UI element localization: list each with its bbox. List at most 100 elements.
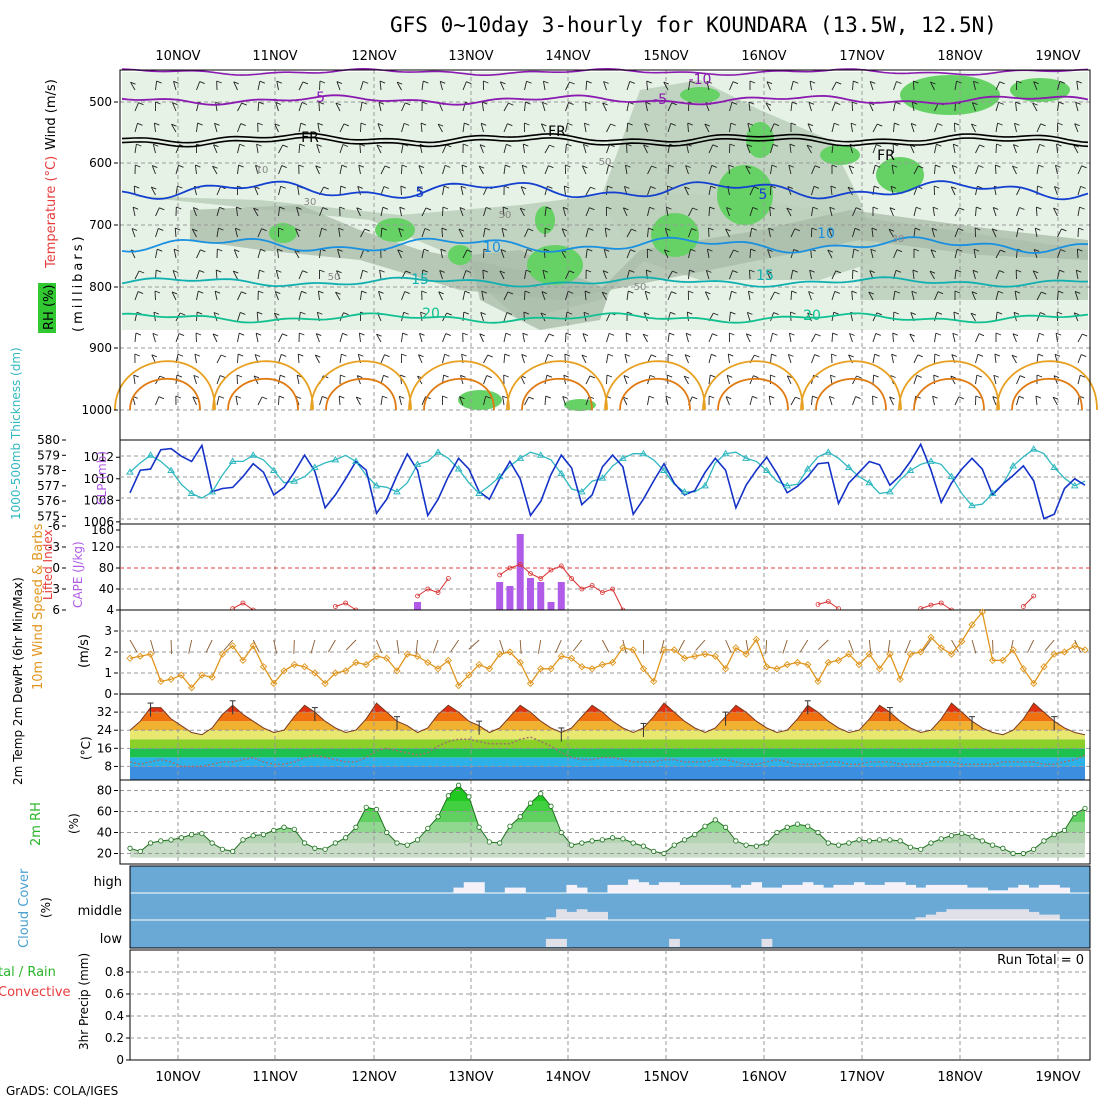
wind-barb-flag [767, 249, 773, 252]
lifted-index-segment [499, 563, 624, 611]
wind-barb-flag [770, 374, 776, 378]
wind-barb-flag [993, 374, 999, 378]
wind-barb [175, 165, 179, 175]
wind-barb [975, 354, 979, 364]
wind-barb [521, 354, 525, 364]
wind-barb-flag [316, 144, 322, 147]
wind-barb-flag [911, 290, 917, 294]
wind-barb [950, 375, 956, 385]
rh2m-point [805, 823, 811, 829]
rh2m-point [558, 829, 564, 836]
wind-barb-flag [932, 395, 938, 399]
wind10m-point [927, 633, 935, 641]
wind-barb-flag [954, 122, 960, 126]
ylabel-precip-total: tal / Rain [0, 965, 56, 980]
wind-barb-flag [216, 269, 222, 273]
wind-barb-flag [318, 101, 325, 105]
wind-barb-flag [548, 333, 555, 337]
wind-barb-flag [261, 228, 267, 232]
wind-barb [872, 354, 876, 364]
cloud-bar [740, 884, 752, 893]
thickness-point [947, 472, 956, 480]
wind-barb [237, 165, 240, 175]
wind-barb-flag [275, 291, 281, 295]
wind-barb-flag [342, 144, 349, 147]
wind-barb-flag [670, 123, 676, 126]
wind-barb [831, 102, 836, 112]
cloud-bar [977, 909, 988, 920]
wind-barb-flag [219, 375, 226, 378]
wind-barb-flag [791, 290, 797, 294]
wind-barb-flag [672, 270, 678, 274]
wind-barb-flag [171, 123, 177, 127]
wind10m-point [270, 679, 278, 688]
rh2m-point [1000, 845, 1006, 851]
cloud-bar [648, 884, 660, 893]
wind-barb-flag [629, 81, 635, 84]
wind-barb [646, 80, 648, 91]
wind-barb-flag [315, 165, 321, 169]
wind-barb [319, 228, 323, 238]
wind-barb [524, 102, 526, 112]
wind-barb [439, 270, 443, 280]
rh2m-point [168, 837, 174, 843]
wind-barb-flag [397, 249, 403, 253]
wind-barb [503, 165, 506, 175]
wind-barb [196, 123, 199, 133]
wind-barb [378, 291, 382, 301]
wind-barb [581, 354, 587, 364]
wind-barb-flag [888, 228, 895, 232]
wind-barb-flag [812, 395, 818, 399]
wind10m-point [413, 652, 422, 660]
wind-barb [274, 291, 279, 301]
cloud-bar [751, 882, 763, 893]
ylabel-wind10m: 10m Wind Speed & Barbs [31, 523, 46, 690]
rh2m-point [322, 846, 328, 852]
wind-barb-flag [854, 227, 861, 231]
rh2m-point [815, 829, 821, 836]
wind-barb-flag [1082, 333, 1088, 337]
wind-barb [196, 291, 199, 301]
wind-barb [765, 102, 771, 112]
wind10m-barb [971, 639, 977, 654]
wind-barb-flag [255, 164, 261, 168]
wind-barb [339, 123, 345, 133]
wind-barb [975, 165, 979, 175]
contour-30 [227, 377, 299, 411]
wind-barb-flag [605, 227, 611, 231]
wind-barb-flag [302, 81, 309, 85]
wind-barb [155, 396, 160, 406]
wind10m-point [475, 660, 483, 669]
wind-barb [216, 354, 222, 364]
wind10m-point [311, 669, 319, 677]
tick-label: 0.6 [105, 987, 124, 1001]
wind-barb-flag [975, 395, 981, 399]
wind-barb [257, 101, 260, 112]
wind-barb-flag [275, 102, 281, 105]
wind-barb-flag [240, 123, 246, 127]
wind-barb-flag [236, 374, 243, 378]
wind10m-point [516, 658, 524, 667]
wind-barb-flag [362, 269, 368, 273]
wind-barb [685, 165, 689, 175]
wind-barb-flag [548, 165, 554, 169]
cloud-bar [1049, 884, 1060, 893]
wind-barb-flag [158, 396, 165, 400]
wind-barb [910, 123, 915, 133]
wind-barb-flag [912, 101, 918, 105]
wind-barb-flag [956, 80, 962, 84]
cloud-bar [874, 884, 886, 893]
wind-barb [499, 270, 505, 280]
lifted-index-point [343, 600, 349, 606]
wind-barb-flag [425, 207, 432, 211]
wind-barb [1016, 396, 1020, 406]
wind10m-point [331, 669, 340, 677]
wind10m-point [721, 665, 730, 673]
wind-barb [684, 186, 689, 196]
wind-barb [294, 249, 300, 259]
wind-barb-flag [464, 290, 471, 294]
cloud-bar [833, 884, 845, 893]
wind-barb-flag [241, 102, 247, 106]
wind-barb [499, 81, 505, 91]
wind-barb-flag [916, 206, 922, 210]
